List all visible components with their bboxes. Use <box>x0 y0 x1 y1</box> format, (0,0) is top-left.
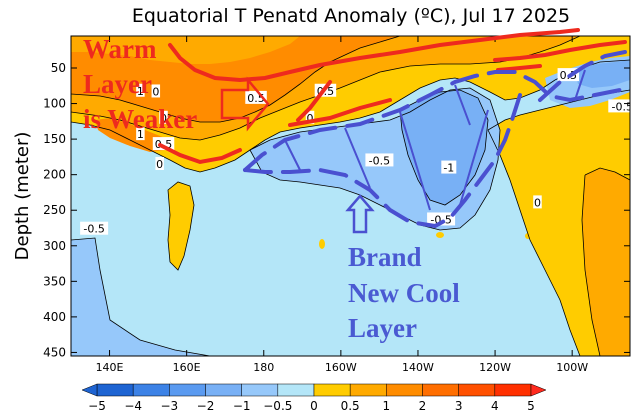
contour-label-bg <box>151 84 161 98</box>
contour-label: 0 <box>160 112 167 125</box>
colorbar-label: −4 <box>124 399 142 413</box>
colorbar-label: 1 <box>383 399 391 413</box>
colorbar-label: −2 <box>197 399 215 413</box>
field-warm-tongue <box>168 182 194 270</box>
colorbar: −5 −4 −3 −2 −1 −0.5 0 0.5 1 2 3 4 5 <box>81 383 547 413</box>
warm-annotation: Warm Layer is Weaker <box>83 34 197 134</box>
contour-label-bg <box>533 195 542 209</box>
colorbar-label: −5 <box>88 399 106 413</box>
cool-arrow-icon <box>345 194 375 234</box>
colorbar-swatch <box>205 383 242 397</box>
colorbar-label: 0.5 <box>341 399 360 413</box>
cool-text-line-2: New Cool <box>348 278 460 308</box>
colorbar-swatch <box>458 383 496 397</box>
y-tick-label: 250 <box>43 203 66 217</box>
colorbar-label: 3 <box>455 399 463 413</box>
colorbar-swatch <box>132 383 170 397</box>
y-axis-label: Depth (meter) <box>12 132 33 261</box>
contour-label-bg <box>136 127 145 141</box>
field-warm-east-deep <box>582 168 630 356</box>
colorbar-swatch <box>313 383 351 397</box>
colorbar-extend-high <box>530 383 547 397</box>
contour-label-bg <box>608 99 630 113</box>
cool-inner-lines <box>284 69 586 211</box>
colorbar-label: −1 <box>233 399 251 413</box>
x-tick-label: 100W <box>556 361 588 374</box>
warm-text-line-3: is Weaker <box>83 104 197 134</box>
field-warm-patch <box>95 118 170 152</box>
colorbar-swatch <box>241 383 279 397</box>
cool-annotation: Brand New Cool Layer <box>348 242 460 343</box>
x-tick-label: 160W <box>325 361 357 374</box>
y-tick-label: 200 <box>43 168 66 182</box>
field-cool-east-core <box>575 60 630 88</box>
x-tick-label: 140W <box>402 361 434 374</box>
contour-label-bg <box>245 90 267 104</box>
x-tick-label: 180 <box>253 361 274 374</box>
colorbar-swatch <box>96 383 134 397</box>
colorbar-swatch <box>349 383 387 397</box>
cool-text-line-1: Brand <box>348 242 422 272</box>
colorbar-label: 5 <box>527 399 535 413</box>
cool-text-line-3: Layer <box>348 313 417 343</box>
contour-label-bg <box>155 157 164 170</box>
plot-area: 1 0 0.50.510.500 0-0.5-1-0.50-0.50.5-0.5 <box>70 35 631 357</box>
chart-title: Equatorial T Penatd Anomaly (ºC), Jul 17… <box>132 5 570 27</box>
colorbar-label: −0.5 <box>263 399 292 413</box>
colorbar-label: −3 <box>160 399 178 413</box>
colorbar-swatch <box>422 383 459 397</box>
contour-label: 1 <box>137 85 144 98</box>
x-tick-label: 140E <box>96 361 124 374</box>
y-tick-label: 300 <box>43 239 66 253</box>
contour-label: 0 <box>307 112 314 125</box>
y-tick-label: 450 <box>43 345 66 359</box>
contour-label: -0.5 <box>369 154 390 167</box>
contour-label: 1 <box>137 128 144 141</box>
warm-text-line-1: Warm <box>83 34 157 64</box>
x-tick-label: 160E <box>173 361 201 374</box>
colorbar-swatch <box>386 383 423 397</box>
plot-frame <box>70 35 631 357</box>
cool-layer-outline <box>243 50 627 229</box>
field-deep-cool-west <box>71 238 210 356</box>
y-tick-label: 100 <box>43 97 66 111</box>
colorbar-swatch <box>169 383 206 397</box>
x-tick-label: 120W <box>479 361 511 374</box>
contour-label: 0 <box>534 196 541 209</box>
contour-label-bg <box>427 212 456 226</box>
contour-label: -0.5 <box>83 223 104 236</box>
contour-label-bg <box>152 137 175 151</box>
contour-label-bg <box>136 83 145 97</box>
field-warm-top <box>71 36 300 64</box>
contour-label: 0 <box>156 158 163 171</box>
warm-text-line-2: Layer <box>83 69 152 99</box>
field-cool-core <box>400 90 488 205</box>
colorbar-label: 4 <box>491 399 499 413</box>
field-blob <box>319 239 325 249</box>
colorbar-swatch <box>277 383 315 397</box>
y-tick-label: 50 <box>51 61 66 75</box>
colorbar-label: 2 <box>419 399 427 413</box>
field-blob <box>436 232 444 238</box>
warm-arrow-icon <box>220 76 270 132</box>
contour-label-bg <box>305 110 315 124</box>
y-tick-label: 350 <box>43 274 66 288</box>
contour-label-bg <box>365 153 394 167</box>
colorbar-label: 0 <box>310 399 318 413</box>
contour-labels: 1 0 0.50.510.500 0-0.5-1-0.50-0.50.5-0.5 <box>80 68 630 236</box>
contour-label: 0 <box>152 85 159 98</box>
contour-label-bg <box>80 221 109 235</box>
y-tick-label: 150 <box>43 132 66 146</box>
y-tick-label: 400 <box>43 310 66 324</box>
contour-label: -1 <box>443 162 454 175</box>
contour-label-bg <box>441 160 457 174</box>
colorbar-extend-low <box>81 383 98 397</box>
colorbar-swatch <box>494 383 532 397</box>
warm-layer-outline <box>158 28 627 165</box>
x-axis: 140E 160E 180 160W 140W 120W 100W <box>96 36 588 374</box>
contour-label-bg <box>159 110 168 124</box>
contour-label: -0.5 <box>430 213 451 226</box>
